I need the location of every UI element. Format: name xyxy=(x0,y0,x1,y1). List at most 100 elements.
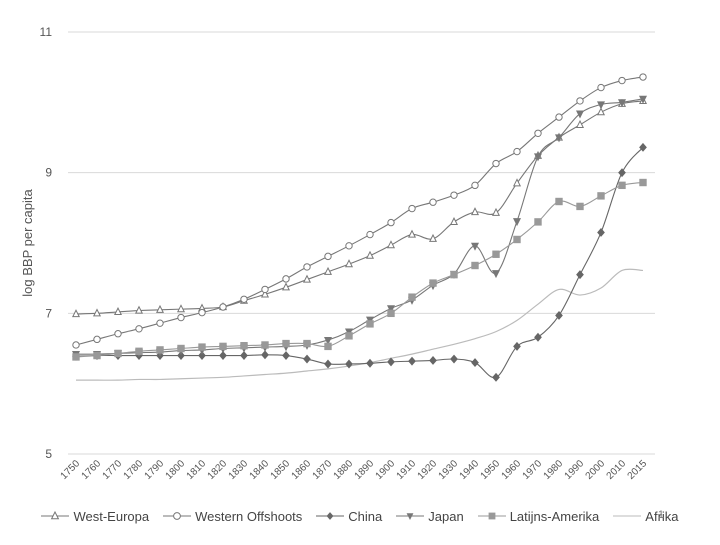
legend-symbol xyxy=(477,512,506,520)
x-tick-label: 1910 xyxy=(395,458,419,482)
data-point xyxy=(597,192,605,200)
data-point xyxy=(71,309,81,318)
data-point xyxy=(596,101,606,110)
legend-item: West-Europa xyxy=(41,509,149,524)
x-tick-label: 1890 xyxy=(353,458,377,482)
x-tick-label: 1850 xyxy=(269,458,293,482)
legend-symbol xyxy=(396,513,425,520)
data-point xyxy=(428,233,438,242)
x-tick-label: 1820 xyxy=(206,458,230,482)
y-tick-label: 7 xyxy=(45,306,52,320)
data-point xyxy=(618,76,626,85)
legend-item: Afrika xyxy=(613,508,679,524)
data-point xyxy=(555,310,563,320)
data-point xyxy=(155,304,165,313)
data-point xyxy=(176,304,186,313)
x-tick-label: 2000 xyxy=(584,458,608,482)
data-point xyxy=(261,350,269,360)
data-point xyxy=(513,235,521,244)
legend-symbol xyxy=(316,512,345,520)
data-point xyxy=(575,119,585,128)
legend-label: China xyxy=(348,508,383,524)
data-point xyxy=(387,357,395,367)
data-point xyxy=(387,218,395,227)
data-point xyxy=(554,134,564,143)
data-point xyxy=(303,263,311,271)
x-tick-label: 1880 xyxy=(332,458,356,482)
y-tick-label: 11 xyxy=(40,25,53,39)
data-point xyxy=(386,240,396,249)
legend-label: West-Europa xyxy=(73,508,150,524)
data-point xyxy=(470,242,480,251)
data-point xyxy=(491,207,501,216)
data-point xyxy=(617,99,627,108)
data-point xyxy=(513,147,521,156)
data-point xyxy=(114,330,122,338)
legend-item: Japan xyxy=(396,508,464,524)
data-point xyxy=(240,351,248,360)
data-point xyxy=(282,275,290,283)
data-point xyxy=(302,274,312,283)
data-point xyxy=(471,181,479,190)
x-tick-label: 2010 xyxy=(605,458,629,482)
data-point xyxy=(450,191,458,199)
x-tick-label: 1990 xyxy=(563,458,587,482)
data-point xyxy=(345,242,353,250)
data-point xyxy=(470,207,480,216)
data-point xyxy=(429,355,437,365)
data-point xyxy=(72,341,80,349)
data-point xyxy=(387,309,395,318)
x-tick-label: 1870 xyxy=(311,458,335,482)
x-tick-label: 1900 xyxy=(374,458,398,482)
data-point xyxy=(156,319,164,327)
data-point xyxy=(534,129,542,137)
data-point xyxy=(429,279,437,287)
data-point xyxy=(471,358,479,368)
legend: West-Europa Western Offshoots China Japan La… xyxy=(0,504,720,528)
data-point xyxy=(407,229,417,238)
data-point xyxy=(512,178,522,187)
data-point xyxy=(386,305,396,314)
data-point xyxy=(219,303,227,311)
data-point xyxy=(324,359,332,369)
y-tick-label: 5 xyxy=(45,447,52,461)
data-point xyxy=(555,113,563,121)
data-point xyxy=(366,358,374,368)
data-point xyxy=(72,353,80,361)
data-point xyxy=(177,313,185,322)
series-line-latijns-amerika xyxy=(75,181,644,358)
data-point xyxy=(219,342,227,351)
data-point xyxy=(240,295,248,303)
data-point xyxy=(260,289,270,298)
data-point xyxy=(408,204,416,213)
data-point xyxy=(491,270,501,279)
data-point xyxy=(449,216,459,225)
data-point xyxy=(618,168,626,178)
data-point xyxy=(597,227,605,237)
data-point xyxy=(93,351,101,360)
data-point xyxy=(365,250,375,259)
data-point xyxy=(198,308,206,317)
x-tick-label: 1960 xyxy=(500,458,524,482)
data-point xyxy=(198,351,206,360)
legend-label: Latijns-Amerika xyxy=(509,508,600,524)
data-point xyxy=(177,344,185,353)
series-line-west-europa xyxy=(75,100,644,315)
data-point xyxy=(345,332,353,340)
data-point xyxy=(429,198,437,206)
data-point xyxy=(198,343,206,351)
data-point xyxy=(450,354,458,364)
data-point xyxy=(450,270,458,279)
x-tick-label: 1950 xyxy=(479,458,503,482)
data-point xyxy=(512,218,522,227)
data-point xyxy=(219,351,227,360)
x-tick-label: 1780 xyxy=(122,458,146,482)
legend-label: Japan xyxy=(428,508,464,524)
data-point xyxy=(576,202,584,211)
data-point xyxy=(575,110,585,119)
data-point xyxy=(135,347,143,356)
data-point xyxy=(366,320,374,328)
legend-label: Afrika xyxy=(645,508,679,524)
x-tick-label: 1830 xyxy=(227,458,251,482)
